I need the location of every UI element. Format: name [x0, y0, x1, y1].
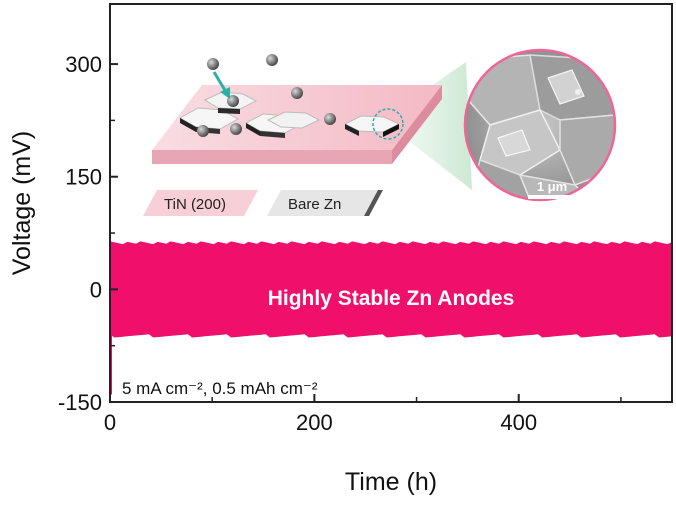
- y-axis-label: Voltage (mV): [8, 131, 36, 276]
- zoom-region-marker: [372, 108, 404, 140]
- sem-micrograph: 1 μm: [463, 48, 617, 202]
- band-annotation: Highly Stable Zn Anodes: [268, 287, 515, 310]
- x-tick-label: 200: [296, 410, 333, 435]
- zn-ion-spheres: [197, 54, 336, 137]
- tag-tin: TiN (200): [143, 190, 258, 216]
- deposition-arrow-icon: [212, 71, 230, 99]
- tag-bare-zn: Bare Zn: [267, 190, 383, 216]
- x-tick-label: 400: [500, 410, 537, 435]
- test-condition-label: 5 mA cm⁻², 0.5 mAh cm⁻²: [122, 379, 318, 398]
- plot-frame: [109, 3, 673, 403]
- tag-tin-label: TiN (200): [164, 196, 226, 213]
- magnification-beam: [383, 62, 472, 190]
- x-axis-label: Time (h): [345, 468, 437, 496]
- tin-platelets: [178, 91, 401, 138]
- inset-illustration: TiN (200) Bare Zn 1 μm: [143, 48, 617, 216]
- y-tick-label: 0: [90, 277, 102, 302]
- y-tick-label: 300: [65, 52, 102, 77]
- y-tick-label: 150: [65, 165, 102, 190]
- tag-bare-zn-label: Bare Zn: [288, 196, 341, 213]
- voltage-band-series-0: [110, 241, 672, 338]
- scale-bar-label: 1 μm: [537, 179, 567, 194]
- x-tick-label: 0: [104, 410, 116, 435]
- y-tick-label: -150: [58, 390, 102, 415]
